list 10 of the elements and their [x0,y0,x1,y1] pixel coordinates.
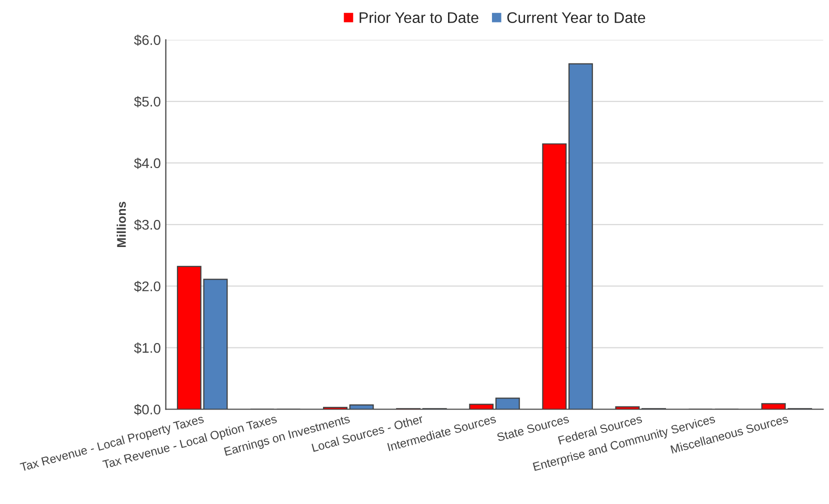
y-tick-label: $3.0 [134,219,160,231]
y-tick-label: $0.0 [134,404,160,416]
y-tick-label: $2.0 [134,280,160,292]
legend-label: Prior Year to Date [360,12,478,24]
y-tick-label: $6.0 [134,34,160,46]
y-tick-label: $5.0 [134,96,160,108]
y-axis-title: Millions [116,202,126,247]
legend-label: Current Year to Date [507,12,646,24]
y-tick-label: $4.0 [134,158,160,169]
y-tick-label: $1.0 [134,342,160,354]
